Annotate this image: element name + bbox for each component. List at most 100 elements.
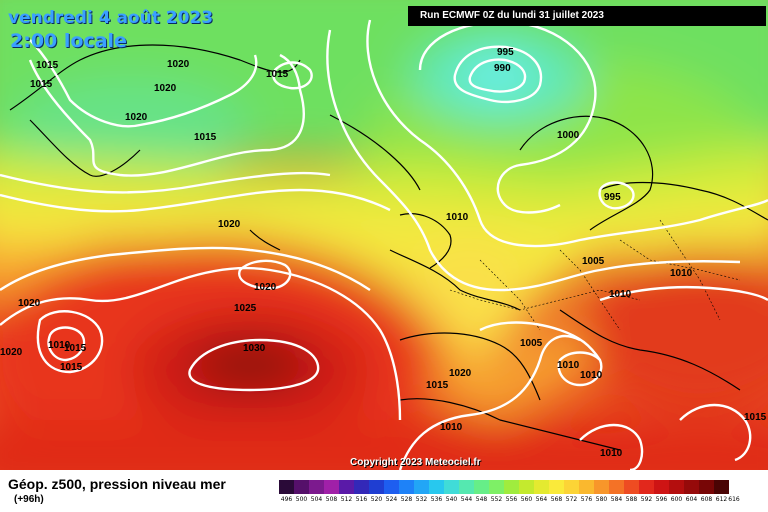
scale-swatch: 600 <box>669 480 684 503</box>
forecast-local-time: 2:00 locale <box>10 30 127 52</box>
isobar-label: 1010 <box>48 340 71 351</box>
scale-swatch: 552 <box>489 480 504 503</box>
scale-color <box>534 480 549 494</box>
isobar-label: 1010 <box>440 422 463 433</box>
isobar-label: 1010 <box>446 212 469 223</box>
scale-color <box>579 480 594 494</box>
scale-tick-label: 556 <box>505 496 518 503</box>
isobar-label: 1010 <box>600 448 623 459</box>
geopotential-field <box>0 0 768 470</box>
scale-color <box>564 480 579 494</box>
scale-color <box>414 480 429 494</box>
scale-swatch: 520 <box>369 480 384 503</box>
scale-swatch: 496 <box>279 480 294 503</box>
scale-color <box>354 480 369 494</box>
scale-color <box>339 480 354 494</box>
scale-tick-label: 496 <box>280 496 293 503</box>
scale-tick-label: 520 <box>370 496 383 503</box>
scale-tick-label: 564 <box>535 496 548 503</box>
isobar-label: 1015 <box>426 380 449 391</box>
scale-swatch: 564 <box>534 480 549 503</box>
scale-tick-label: 568 <box>550 496 563 503</box>
scale-tick-label: 500 <box>295 496 308 503</box>
scale-tick-label: 528 <box>400 496 413 503</box>
z500-shading <box>0 0 768 470</box>
isobar-label: 1020 <box>154 83 177 94</box>
scale-color <box>594 480 609 494</box>
scale-color <box>474 480 489 494</box>
scale-tick-label: 580 <box>595 496 608 503</box>
isobar-label: 1020 <box>125 112 148 123</box>
scale-tick-label: 544 <box>460 496 473 503</box>
isobar-label: 1010 <box>557 360 580 371</box>
scale-swatch: 560 <box>519 480 534 503</box>
scale-swatch: 612 <box>714 480 729 503</box>
scale-color <box>369 480 384 494</box>
scale-swatch: 508 <box>324 480 339 503</box>
scale-swatch: 516 <box>354 480 369 503</box>
scale-color <box>384 480 399 494</box>
isobar-label: 1010 <box>670 268 693 279</box>
borders <box>449 219 741 331</box>
isobars <box>0 19 768 470</box>
scale-color <box>699 480 714 494</box>
isobar-label: 1015 <box>36 60 59 71</box>
isobar-label: 990 <box>494 63 511 74</box>
scale-swatch: 592 <box>639 480 654 503</box>
scale-tick-label: 536 <box>430 496 443 503</box>
scale-swatch: 532 <box>414 480 429 503</box>
color-scale: 496 500 504 508 512 516 520 524 528 532 536 540 544 5… <box>279 480 740 503</box>
scale-color <box>309 480 324 494</box>
scale-color <box>399 480 414 494</box>
map-legend-footer: Géop. z500, pression niveau mer (+96h) 4… <box>0 470 768 512</box>
scale-tick-label: 516 <box>355 496 368 503</box>
isobar-label: 1005 <box>582 256 605 267</box>
scale-tick-label: 508 <box>325 496 338 503</box>
isobar-label: 1015 <box>266 69 289 80</box>
isobar-label: 1010 <box>580 370 603 381</box>
scale-tick-label: 612 <box>715 496 728 503</box>
scale-color <box>669 480 684 494</box>
scale-tick-label: 572 <box>565 496 578 503</box>
scale-tick-label: 524 <box>385 496 398 503</box>
isobar-label: 1015 <box>194 132 217 143</box>
scale-tick-label: 552 <box>490 496 503 503</box>
scale-tick-label: 592 <box>640 496 653 503</box>
copyright-notice: Copyright 2023 Meteociel.fr <box>350 457 481 468</box>
weather-map: vendredi 4 août 2023 2:00 locale Run ECM… <box>0 0 768 470</box>
scale-color <box>279 480 294 494</box>
scale-color <box>684 480 699 494</box>
scale-color <box>504 480 519 494</box>
isobar-label: 1030 <box>243 343 266 354</box>
scale-swatch: 608 <box>699 480 714 503</box>
scale-tick-label: 548 <box>475 496 488 503</box>
isobar-label: 1020 <box>449 368 472 379</box>
scale-swatch: 572 <box>564 480 579 503</box>
isobar-label: 1000 <box>557 130 580 141</box>
scale-tick-label: 616 <box>728 496 740 503</box>
isobar-label: 1020 <box>18 298 41 309</box>
scale-color <box>489 480 504 494</box>
scale-tick-label: 540 <box>445 496 458 503</box>
scale-color <box>714 480 729 494</box>
scale-swatch: 512 <box>339 480 354 503</box>
forecast-date: vendredi 4 août 2023 <box>8 8 214 28</box>
isobar-label: 1025 <box>234 303 257 314</box>
scale-tick-label: 504 <box>310 496 323 503</box>
scale-color <box>639 480 654 494</box>
isobar-label: 1020 <box>0 347 23 358</box>
isobar-label: 1010 <box>609 289 632 300</box>
scale-color <box>429 480 444 494</box>
scale-tick-label: 608 <box>700 496 713 503</box>
scale-swatch: 544 <box>459 480 474 503</box>
scale-tick-label: 560 <box>520 496 533 503</box>
scale-tick-label: 576 <box>580 496 593 503</box>
scale-tick-label: 584 <box>610 496 623 503</box>
scale-swatch: 536 <box>429 480 444 503</box>
scale-swatch: 588 <box>624 480 639 503</box>
isobar-label: 995 <box>497 47 514 58</box>
scale-tick-label: 532 <box>415 496 428 503</box>
scale-tick-label: 512 <box>340 496 353 503</box>
map-title: Géop. z500, pression niveau mer <box>8 476 226 492</box>
isobar-label: 1015 <box>64 343 87 354</box>
